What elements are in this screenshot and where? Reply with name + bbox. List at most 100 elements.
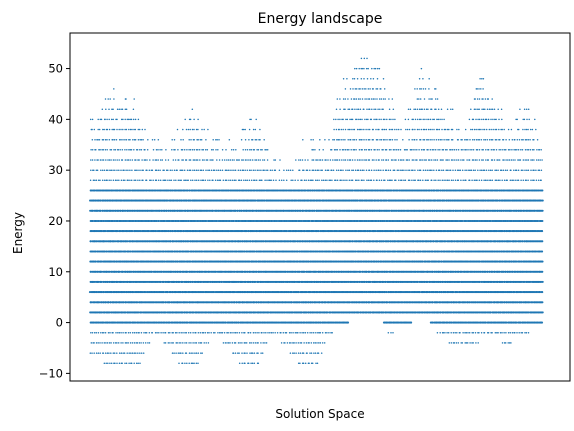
scatter-point [314,342,317,344]
scatter-point [192,352,194,354]
scatter-point [160,331,162,334]
scatter-point [494,331,497,334]
scatter-point [288,331,291,334]
scatter-point [450,342,453,344]
scatter-point [206,331,209,334]
scatter-point [214,331,216,334]
scatter-point [293,342,295,344]
scatter-point [260,352,262,354]
scatter-point [104,331,107,334]
scatter-point [222,342,225,344]
scatter-point [300,311,303,314]
scatter-point [330,331,332,334]
scatter-point [302,352,305,354]
scatter-point [495,311,498,314]
scatter-point [140,352,143,354]
scatter-point [142,342,145,344]
scatter-point [151,331,154,334]
scatter-point [461,342,464,344]
scatter-point [110,342,112,344]
scatter-point [112,331,114,334]
scatter-point [140,331,143,334]
scatter-point [204,331,207,334]
scatter-point [188,362,190,364]
scatter-point [223,331,226,334]
scatter-point [300,321,304,324]
scatter-point [200,342,203,344]
scatter-point [310,342,313,344]
scatter-point [465,321,468,324]
scatter-point [168,321,171,324]
scatter-point [284,331,287,334]
scatter-point [302,362,305,364]
scatter-point [91,301,94,304]
scatter-point [186,321,189,324]
scatter-point [489,311,492,314]
scatter-point [311,362,314,364]
scatter-point [464,342,466,344]
scatter-point [184,331,186,334]
scatter-point [264,342,266,344]
scatter-point [278,321,281,324]
scatter-point [217,331,219,334]
scatter-point [294,331,297,334]
scatter-point [227,342,230,344]
scatter-point [182,342,184,344]
scatter-point [103,331,105,334]
scatter-point [126,352,128,354]
scatter-point [109,301,112,304]
scatter-point [105,342,107,344]
scatter-point [178,342,180,344]
scatter-point [137,352,139,354]
scatter-point [117,331,119,334]
scatter-point [469,342,471,344]
scatter-point [516,331,518,334]
scatter-point [292,331,294,334]
scatter-point [256,331,258,334]
scatter-point [101,331,104,334]
scatter-point [137,311,140,314]
scatter-point [167,331,170,334]
scatter-point [192,342,194,344]
scatter-point [97,342,99,344]
scatter-point [110,362,113,364]
scatter-point [164,331,167,334]
scatter-point [234,342,237,344]
scatter-point [540,321,544,324]
scatter-point [187,331,190,334]
scatter-point [499,311,502,314]
scatter-point [257,362,260,364]
scatter-point [284,342,286,344]
scatter-point [260,342,262,344]
scatter-point [125,362,128,364]
scatter-point [241,342,243,344]
scatter-point [108,352,110,354]
scatter-point [306,352,308,354]
scatter-point [280,342,283,344]
scatter-point [303,342,305,344]
scatter-point [167,342,170,344]
scatter-point [136,342,139,344]
scatter-point [171,342,173,344]
scatter-point [267,311,270,314]
scatter-point [541,250,544,253]
scatter-point [521,331,524,334]
scatter-point [181,362,184,364]
scatter-point [148,331,151,334]
scatter-point [203,342,205,344]
scatter-point [95,342,98,344]
scatter-point [138,342,141,344]
scatter-point [114,342,117,344]
scatter-point [127,342,129,344]
scatter-point [207,342,210,344]
scatter-point [324,331,327,334]
scatter-point [459,331,461,334]
scatter-point [326,311,329,314]
scatter-point [237,342,240,344]
scatter-point [511,331,514,334]
scatter-point [122,342,124,344]
scatter-point [541,311,544,314]
scatter-point [527,311,530,314]
scatter-point [282,331,285,334]
